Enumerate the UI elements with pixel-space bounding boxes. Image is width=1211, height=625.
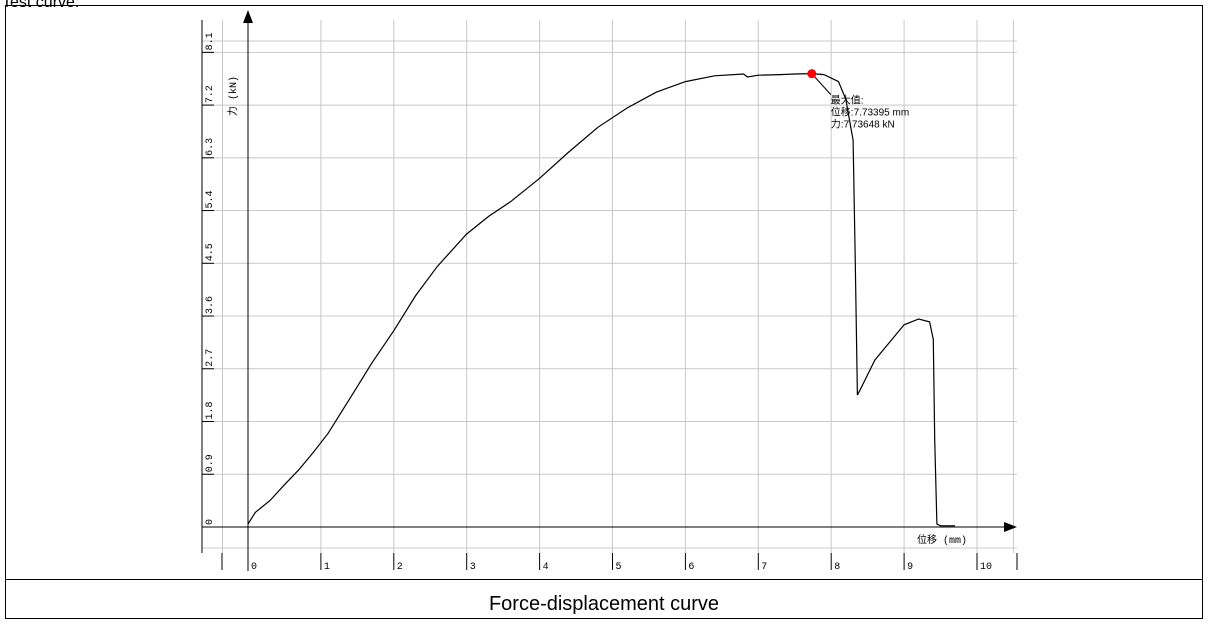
y-tick-label: 1.8 <box>205 402 216 420</box>
x-tick-label: 5 <box>616 562 622 573</box>
y-tick-label: 5.4 <box>205 191 216 209</box>
x-axis-title: 位移 (mm) <box>917 533 967 547</box>
x-tick-label: 8 <box>834 562 840 573</box>
y-tick-labels: 0 0.9 1.8 2.7 3.6 4.5 5.4 6.3 7.2 8.1 <box>201 20 216 553</box>
force-curve-line <box>247 72 956 527</box>
y-tick-label: 6.3 <box>205 138 216 156</box>
figure-frame <box>5 5 1203 619</box>
x-tick-label: 4 <box>543 562 549 573</box>
max-annotation-heading: 最大值: <box>831 94 864 107</box>
y-axis-title: 力 (kN) <box>226 76 240 116</box>
x-tick-label: 9 <box>907 562 913 573</box>
y-tick-label: 0 <box>205 519 216 525</box>
vertical-grid <box>221 20 1014 553</box>
y-tick-label: 8.1 <box>205 32 216 50</box>
force-displacement-chart: 0 1 2 3 4 5 6 7 8 9 10 0 0.9 1.8 2.7 3.6 4.5 5.4 6.3 7.2 8.… <box>201 10 1018 573</box>
x-tick-label: 0 <box>251 562 257 573</box>
y-tick-label: 0.9 <box>205 454 216 472</box>
x-tick-label: 6 <box>688 562 694 573</box>
x-axis-arrow <box>1004 522 1017 532</box>
caption-divider <box>5 579 1203 580</box>
x-tick-labels: 0 1 2 3 4 5 6 7 8 9 10 <box>221 553 1018 573</box>
x-tick-label: 1 <box>324 562 330 573</box>
x-tick-label: 2 <box>397 562 403 573</box>
y-tick-label: 2.7 <box>205 349 216 367</box>
axes <box>202 10 1017 571</box>
y-tick-label: 7.2 <box>205 85 216 103</box>
horizontal-grid <box>202 40 1017 549</box>
max-annotation-leader <box>811 73 832 95</box>
y-tick-label: 3.6 <box>205 296 216 314</box>
max-annotation-force: 力:7.73648 kN <box>831 118 895 131</box>
max-point-marker <box>807 69 817 79</box>
y-axis-arrow <box>243 10 253 23</box>
max-annotation-displacement: 位移:7.73395 mm <box>831 106 909 119</box>
x-tick-label: 3 <box>470 562 476 573</box>
y-tick-label: 4.5 <box>205 243 216 261</box>
x-tick-label: 10 <box>980 562 992 573</box>
figure-caption: Force-displacement curve <box>488 593 720 615</box>
x-tick-label: 7 <box>761 562 767 573</box>
